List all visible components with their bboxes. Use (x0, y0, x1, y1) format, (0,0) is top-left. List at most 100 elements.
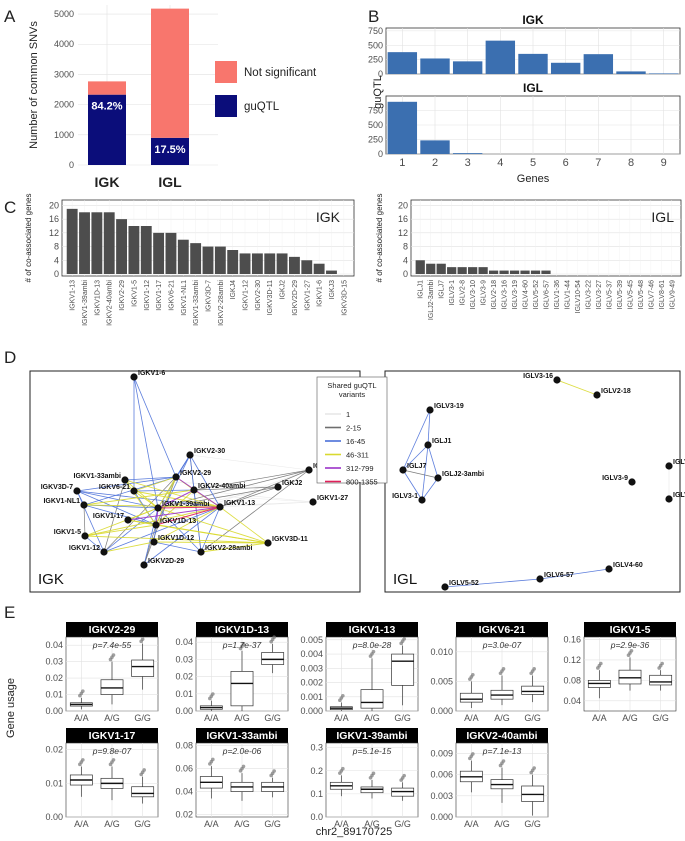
network-node-label: IGKV2D-29 (148, 558, 184, 565)
panel-e-gene-title: IGKV2-40ambi (466, 730, 537, 742)
network-edge (84, 535, 269, 544)
panel-e-xtick: A/A (464, 713, 479, 723)
panel-e-ytick: 0.2 (310, 766, 323, 776)
network-node (536, 575, 544, 583)
panel-e-box (649, 674, 673, 686)
panel-b-bar-igk-1 (387, 52, 418, 74)
network-edge (76, 476, 177, 492)
panel-b-ytick: 0 (378, 149, 383, 159)
network-edge (84, 535, 105, 553)
panel-e-ytick: 0.01 (45, 690, 63, 700)
panel-e-ytick: 0.12 (563, 655, 581, 665)
panel-e-strip (326, 622, 418, 637)
network-node-label: IGLV2-8 (673, 492, 685, 499)
network-node-label: IGLV3-1 (392, 493, 418, 500)
panel-e-facet-igkv1-5: IGKV1-5 0.04 0.08 0.12 0.16 A/A A/G G/G p=2.9e-3… (563, 622, 677, 723)
panel-e-ytick: 0.06 (175, 763, 193, 773)
panel-c-xtick: IGLV1-44 (564, 280, 571, 310)
network-node (130, 487, 138, 495)
panel-c-ytick: 16 (49, 214, 59, 224)
network-edge (539, 568, 610, 580)
network-edge (193, 489, 314, 503)
panel-c-bar (214, 246, 226, 274)
panel-e-outlier (140, 637, 145, 641)
panel-e-outlier (241, 642, 246, 646)
network-edge (421, 477, 439, 501)
network-edge (157, 506, 221, 509)
network-node (665, 462, 673, 470)
panel-c-xtick: IGLV9-49 (669, 280, 676, 310)
network-node-label: IGLV3-19 (434, 403, 464, 410)
network-edge (133, 376, 159, 509)
panel-e-pvalue: p=1.7e-37 (222, 640, 262, 650)
panel-c-xtick: IGLV8-61 (659, 280, 666, 310)
panel-b-bar-igk-2 (420, 58, 450, 74)
panel-e-ytick: 0.009 (430, 749, 453, 759)
panel-c-ytick: 16 (398, 214, 408, 224)
panel-e-ytick: 0.01 (45, 778, 63, 788)
panel-e-xtick: A/G (364, 713, 380, 723)
panel-e-outlier (341, 694, 345, 698)
panel-c-bar (313, 263, 325, 274)
panel-c-bar (436, 263, 446, 274)
network-edge (83, 489, 195, 506)
panel-c-bar (202, 246, 214, 274)
panel-c-bar (153, 232, 165, 274)
panel-b-bar-igk-7 (583, 54, 614, 74)
network-title-igl: IGL (393, 571, 417, 588)
panel-c-bar (140, 226, 152, 274)
panel-e-strip (196, 622, 288, 637)
panel-c-ytick: 12 (49, 228, 59, 238)
panel-b-bar-igk-6 (550, 62, 581, 74)
network-node-label: IGKV2-30 (194, 448, 225, 455)
panel-b-xtick: 3 (465, 157, 471, 169)
panel-a-bar-igk-not-significant (88, 81, 126, 95)
panel-e-strip (456, 728, 548, 743)
network-node-label: IGLJ7 (407, 463, 427, 470)
panel-a-bar-label: 17.5% (154, 144, 185, 156)
panel-e-gene-title: IGKV6-21 (479, 624, 526, 636)
panel-e-outlier (341, 766, 345, 771)
panel-e-outlier (660, 661, 664, 666)
network-node (73, 487, 81, 495)
panel-c-xtick: IGKV1-12 (243, 280, 250, 311)
panel-c-bar (190, 243, 202, 274)
panel-e-facet-igkv1-33ambi: IGKV1-33ambi 0.02 0.04 0.06 0.08 A/A A/G G/G p=2… (175, 728, 289, 829)
panel-e-pvalue: p=5.1e-15 (352, 746, 392, 756)
panel-e-xtick: A/A (592, 713, 607, 723)
panel-a-bar-igl-guqtl (151, 137, 189, 165)
panel-c-bar (499, 270, 509, 274)
network-edge (200, 469, 310, 553)
panel-c-xtick: IGKV1D-13 (94, 280, 101, 316)
panel-e-xtick: A/A (464, 819, 479, 829)
panel-c-bar (79, 212, 90, 274)
panel-c-ytick: 4 (54, 255, 59, 265)
panel-c-ylabel-right: # of co-associated genes (375, 194, 384, 283)
network-edge (84, 506, 221, 537)
network-node (553, 376, 561, 384)
panel-e-ytick: 0.001 (300, 692, 323, 702)
panel-c-bar (520, 270, 530, 274)
panel-b-ytick: 750 (368, 26, 383, 36)
network-legend-label: 2-15 (346, 424, 361, 433)
panel-c-xtick: IGKV1-17 (156, 280, 163, 311)
panel-e-xtick: A/G (104, 819, 120, 829)
panel-e-outlier (211, 692, 215, 696)
network-legend-label: 1 (346, 410, 350, 419)
network-edge (157, 489, 195, 509)
panel-e-ytick: 0.04 (175, 637, 193, 647)
panel-c-bar (103, 212, 115, 274)
network-edge (189, 454, 195, 491)
panel-e-xlabel: chr2_89170725 (316, 826, 392, 838)
network-node (399, 466, 407, 474)
panel-c-xtick: IGLV10-54 (575, 280, 582, 313)
panel-e-strip (196, 728, 288, 743)
panel-e-outlier (111, 653, 116, 657)
network-node-label: IGKV1-13 (224, 500, 255, 507)
network-edge (200, 506, 221, 553)
panel-e-box (459, 692, 483, 703)
network-legend-label: 46-311 (346, 451, 369, 460)
panel-c-bar (447, 267, 457, 274)
panel-c-bar (128, 226, 140, 274)
